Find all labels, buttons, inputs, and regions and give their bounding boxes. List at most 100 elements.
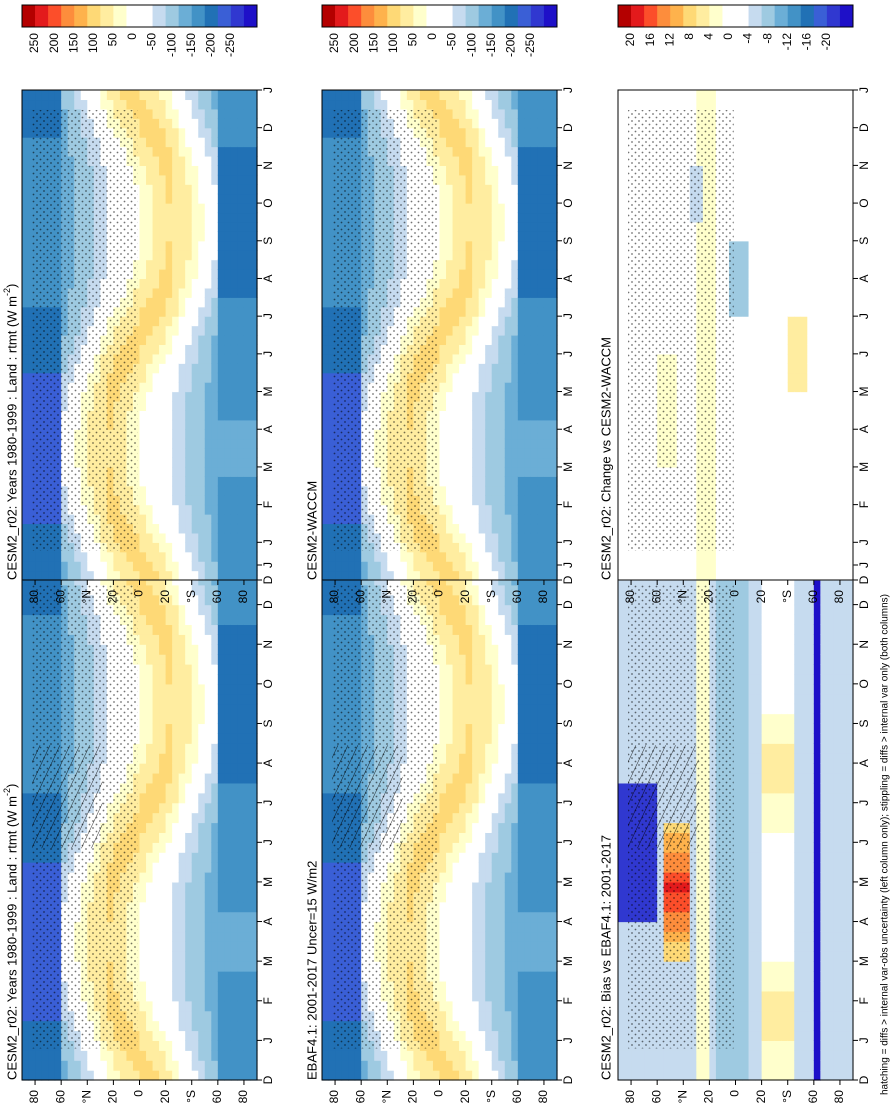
heatmap-cell xyxy=(185,1010,193,1022)
heatmap-cell xyxy=(217,664,225,675)
heatmap-cell xyxy=(243,1030,252,1041)
heatmap-cell xyxy=(400,1070,408,1081)
heatmap-cell xyxy=(446,1070,454,1081)
lat-tick-label: °N xyxy=(79,1090,93,1103)
heatmap-cell xyxy=(348,1060,356,1071)
heatmap-cell xyxy=(165,693,173,705)
heatmap-cell xyxy=(511,782,519,794)
heatmap-cell xyxy=(250,743,258,754)
heatmap-cell xyxy=(543,971,552,982)
heatmap-cell xyxy=(504,743,512,754)
heatmap-cell xyxy=(472,654,480,665)
heatmap-cell xyxy=(472,901,480,913)
heatmap-cell xyxy=(250,1020,258,1032)
heatmap-cell xyxy=(543,921,552,933)
heatmap-cell xyxy=(178,792,186,804)
heatmap-cell xyxy=(472,1070,480,1081)
heatmap-cell xyxy=(243,1020,252,1032)
heatmap-cell xyxy=(550,822,558,833)
heatmap-cell xyxy=(198,763,206,774)
heatmap-cell xyxy=(172,604,180,616)
heatmap-cell xyxy=(22,842,30,853)
heatmap-cell xyxy=(191,822,199,833)
heatmap-cell xyxy=(478,990,486,1002)
heatmap-cell xyxy=(537,673,545,685)
heatmap-cell xyxy=(230,693,239,705)
heatmap-cell xyxy=(748,683,756,695)
heatmap-cell xyxy=(178,763,186,774)
heatmap-cell xyxy=(243,881,252,893)
heatmap-cell xyxy=(472,842,480,853)
heatmap-cell xyxy=(432,1050,441,1061)
heatmap-cell xyxy=(530,713,539,725)
heatmap-cell xyxy=(537,772,545,784)
heatmap-cell xyxy=(243,703,252,715)
month-tick-label: J xyxy=(561,1037,575,1043)
heatmap-cell xyxy=(132,1050,141,1061)
heatmap-cell xyxy=(217,1030,225,1041)
heatmap-cell xyxy=(465,604,473,616)
lat-tick-label: 80 xyxy=(236,1090,250,1104)
heatmap-cell xyxy=(243,862,252,873)
heatmap-cell xyxy=(498,594,506,606)
heatmap-cell xyxy=(178,743,186,754)
heatmap-cell xyxy=(735,594,743,606)
heatmap-cell xyxy=(491,594,499,606)
heatmap-cell xyxy=(465,1010,473,1022)
heatmap-cell xyxy=(491,733,499,744)
heatmap-cell xyxy=(491,763,499,774)
heatmap-cell xyxy=(504,901,512,913)
heatmap-cell xyxy=(146,862,154,873)
heatmap-cell xyxy=(211,594,219,606)
heatmap-cell xyxy=(22,901,30,913)
heatmap-cell xyxy=(517,1060,525,1071)
heatmap-cell xyxy=(165,584,173,596)
heatmap-cell xyxy=(735,624,743,635)
heatmap-cell xyxy=(530,594,539,606)
heatmap-cell xyxy=(748,792,756,804)
heatmap-cell xyxy=(185,634,193,645)
heatmap-cell xyxy=(439,713,447,725)
heatmap-cell xyxy=(204,911,212,923)
heatmap-cell xyxy=(322,1020,330,1032)
heatmap-cell xyxy=(537,693,545,705)
heatmap-cell xyxy=(139,842,147,853)
heatmap-cell xyxy=(618,1010,626,1022)
heatmap-cell xyxy=(735,614,743,626)
heatmap-cell xyxy=(165,951,173,962)
heatmap-cell xyxy=(517,990,525,1002)
month-tick-label: D xyxy=(561,1075,575,1084)
heatmap-cell xyxy=(224,723,232,734)
heatmap-cell xyxy=(211,941,219,952)
heatmap-cell xyxy=(159,961,167,972)
heatmap-cell xyxy=(511,891,519,903)
heatmap-cell xyxy=(511,753,519,764)
heatmap-cell xyxy=(498,872,506,883)
heatmap-cell xyxy=(550,782,558,794)
heatmap-cell xyxy=(400,1060,408,1071)
month-tick-label: S xyxy=(261,719,275,727)
heatmap-cell xyxy=(452,584,460,596)
heatmap-cell xyxy=(146,971,154,982)
lat-tick-label: °N xyxy=(379,1090,393,1103)
heatmap-cell xyxy=(335,1070,343,1081)
heatmap-cell xyxy=(657,1050,665,1061)
heatmap-cell xyxy=(504,1010,512,1022)
heatmap-cell xyxy=(465,733,473,744)
heatmap-cell xyxy=(172,1030,180,1041)
heatmap-cell xyxy=(22,683,30,695)
figure-root: 80 60 °N 20 0 20 °S 60 80DJFMAMJJASONDJCESM2_r02… xyxy=(2,4,891,1104)
heatmap-cell xyxy=(742,614,750,626)
heatmap-cell xyxy=(446,772,454,784)
heatmap-cell xyxy=(250,584,258,596)
heatmap-cell xyxy=(543,812,552,824)
heatmap-cell xyxy=(748,644,756,655)
heatmap-cell xyxy=(543,584,552,596)
heatmap-cell xyxy=(172,683,180,695)
heatmap-cell xyxy=(491,971,499,982)
heatmap-cell xyxy=(485,1010,493,1022)
month-tick-label: J xyxy=(261,562,275,568)
panel-title: EBAF4.1: 2001-2017 Uncer=15 W/m2 xyxy=(304,861,319,1080)
heatmap-cell xyxy=(198,782,206,794)
heatmap-cell xyxy=(748,772,756,784)
